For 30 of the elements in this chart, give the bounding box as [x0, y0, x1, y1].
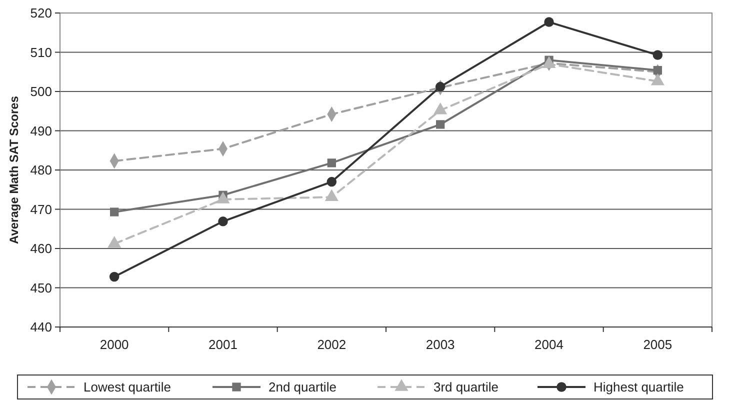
x-tick-label: 2003	[426, 337, 455, 352]
y-tick-label: 440	[30, 320, 52, 335]
point	[653, 66, 662, 75]
y-tick-label: 490	[30, 123, 52, 138]
y-axis-title: Average Math SAT Scores	[7, 96, 21, 244]
point	[327, 158, 336, 168]
x-tick-label: 2000	[100, 337, 129, 352]
point	[652, 50, 663, 60]
x-tick-label: 2004	[534, 337, 564, 352]
point	[435, 82, 446, 92]
legend-label: Highest quartile	[594, 380, 684, 395]
y-tick-label: 470	[30, 202, 52, 217]
y-tick-label: 500	[30, 84, 52, 100]
legend-label: 2nd quartile	[268, 380, 336, 395]
point	[544, 17, 554, 27]
legend-label: Lowest quartile	[84, 380, 171, 395]
y-tick-label: 510	[30, 44, 52, 60]
x-tick-label: 2002	[317, 337, 346, 352]
point	[109, 272, 120, 282]
x-tick-label: 2005	[643, 337, 672, 352]
legend-label: 3rd quartile	[434, 380, 499, 395]
y-tick-label: 480	[30, 162, 52, 178]
y-tick-label: 460	[30, 241, 52, 256]
point	[110, 208, 119, 216]
point	[436, 120, 445, 129]
x-tick-label: 2001	[208, 337, 238, 352]
y-tick-label: 520	[30, 6, 52, 21]
point	[218, 216, 228, 226]
point	[326, 176, 337, 187]
y-tick-label: 450	[30, 280, 52, 296]
